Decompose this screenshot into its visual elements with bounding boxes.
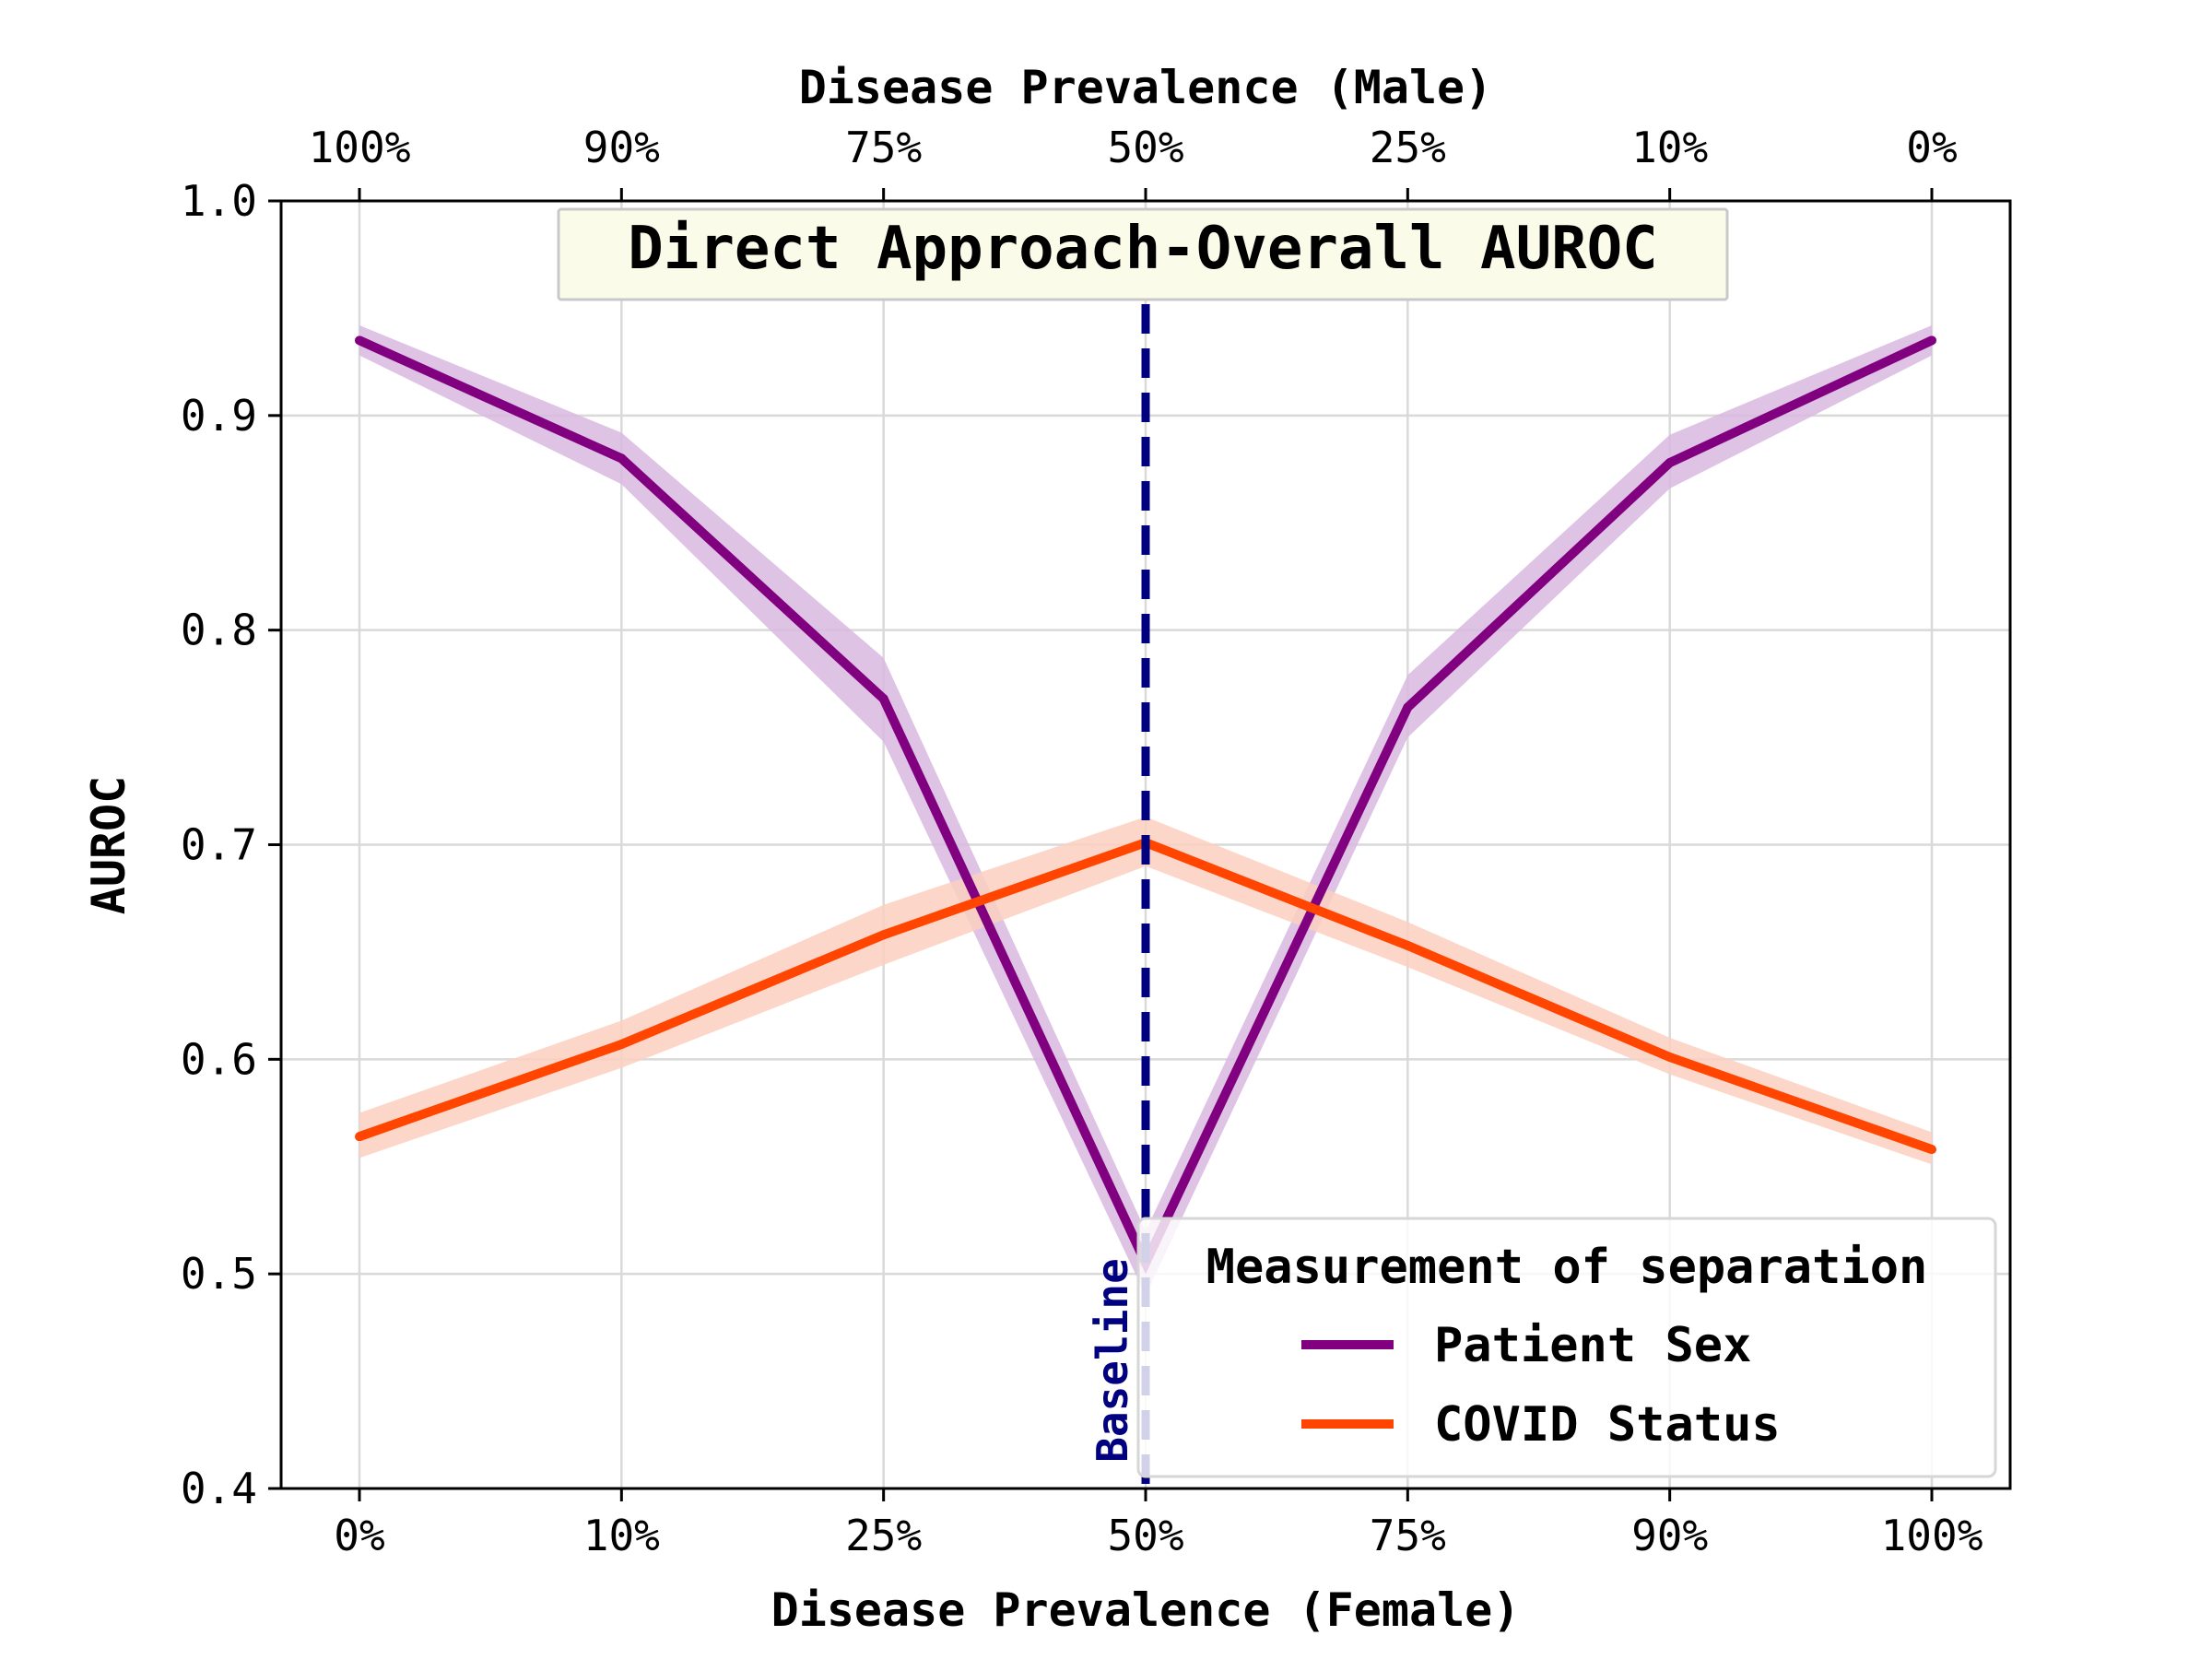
data-point-patient-sex-10 — [617, 453, 627, 464]
tick-label-bottom-25: 25% — [845, 1511, 922, 1560]
x-axis-title: Disease Prevalence (Female) — [771, 1583, 1521, 1637]
legend-title: Measurement of separation — [1206, 1240, 1928, 1295]
y-axis-title: AUROC — [82, 776, 135, 915]
legend-label-patient-sex: Patient Sex — [1434, 1318, 1751, 1373]
tick-label-bottom-0: 0% — [334, 1511, 384, 1560]
top-axis-ticks: 100% 90% 75% 50% 25% 10% 0% — [309, 123, 1958, 201]
tick-label-top-75: 75% — [845, 123, 922, 172]
tick-label-y-0-4: 0.4 — [181, 1464, 257, 1513]
tick-label-bottom-100: 100% — [1881, 1511, 1983, 1560]
tick-label-y-1-0: 1.0 — [181, 176, 257, 226]
chart-title-box: Direct Approach-Overall AUROC — [557, 207, 1729, 301]
tick-label-top-50: 50% — [1107, 123, 1183, 172]
tick-label-top-25: 25% — [1370, 123, 1446, 172]
tick-label-y-0-6: 0.6 — [181, 1034, 257, 1084]
legend-box — [1136, 1217, 1997, 1478]
data-point-patient-sex-75 — [1403, 702, 1413, 712]
bottom-axis-ticks: 0% 10% 25% 50% 75% 90% 100% — [334, 1488, 1983, 1560]
tick-label-y-0-7: 0.7 — [181, 820, 257, 870]
data-point-patient-sex-100 — [1927, 335, 1936, 346]
top-axis-title: Disease Prevalence (Male) — [799, 61, 1493, 114]
tick-label-top-10: 10% — [1631, 123, 1708, 172]
tick-label-top-90: 90% — [583, 123, 660, 172]
data-point-covid-status-100 — [1927, 1145, 1936, 1155]
tick-label-bottom-50: 50% — [1107, 1511, 1183, 1560]
legend: Measurement of separation Patient Sex CO… — [1136, 1217, 1997, 1478]
tick-label-y-0-9: 0.9 — [181, 391, 257, 441]
tick-label-top-0: 0% — [1906, 123, 1957, 172]
tick-label-top-100: 100% — [309, 123, 411, 172]
data-point-covid-status-75 — [1403, 940, 1413, 950]
tick-label-bottom-75: 75% — [1370, 1511, 1446, 1560]
data-point-covid-status-25 — [878, 930, 888, 940]
baseline-label: Baseline — [1088, 1258, 1137, 1463]
data-point-patient-sex-25 — [878, 694, 888, 704]
y-axis-ticks: 0.4 0.5 0.6 0.7 0.8 0.9 1.0 — [181, 176, 281, 1513]
legend-label-covid-status: COVID Status — [1434, 1397, 1781, 1453]
data-point-covid-status-10 — [617, 1040, 627, 1050]
chart-title-background — [557, 207, 1729, 301]
data-point-patient-sex-90 — [1665, 458, 1675, 468]
data-point-covid-status-0 — [355, 1132, 364, 1142]
tick-label-bottom-90: 90% — [1631, 1511, 1708, 1560]
data-point-patient-sex-0 — [355, 335, 364, 346]
chart-title: Direct Approach-Overall AUROC — [628, 215, 1657, 283]
tick-label-bottom-10: 10% — [583, 1511, 660, 1560]
confidence-band-patient-sex — [359, 325, 1932, 1296]
tick-label-y-0-8: 0.8 — [181, 606, 257, 655]
tick-label-y-0-5: 0.5 — [181, 1249, 257, 1299]
data-point-covid-status-90 — [1665, 1053, 1675, 1063]
confidence-bands — [359, 325, 1932, 1296]
